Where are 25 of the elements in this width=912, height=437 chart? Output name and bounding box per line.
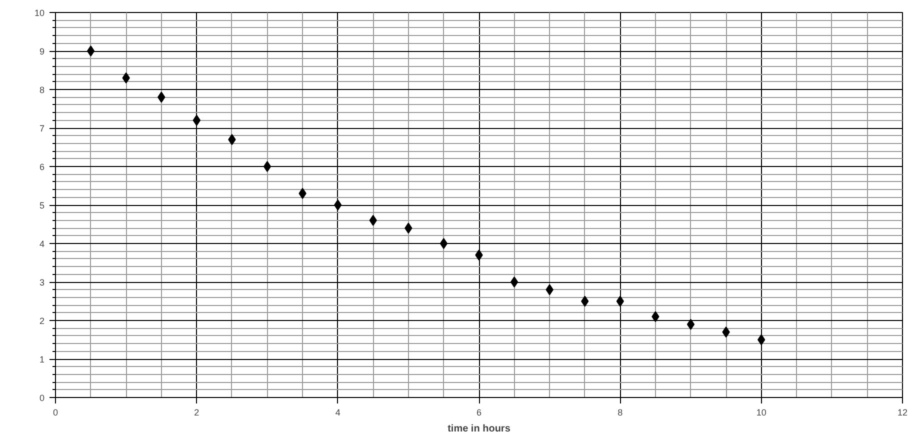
point	[334, 200, 342, 210]
x-tick-label: 10	[756, 408, 766, 418]
point	[510, 276, 518, 288]
x-axis-title: time in hours	[448, 424, 511, 434]
y-tick-label: 1	[39, 354, 45, 364]
x-tick-label: 8	[618, 408, 623, 418]
y-tick-label: 10	[34, 8, 45, 18]
y-tick-label: 2	[39, 316, 45, 326]
y-tick-label: 8	[39, 85, 45, 95]
x-tick-label: 2	[194, 408, 200, 418]
point	[263, 161, 272, 172]
y-tick-label: 9	[39, 46, 45, 56]
y-tick-label: 7	[39, 124, 45, 134]
x-tick-label: 4	[335, 408, 340, 418]
y-tick-label: 4	[39, 239, 45, 249]
y-tick-label: 0	[39, 393, 45, 403]
x-tick-label: 6	[476, 408, 482, 418]
x-tick-label: 0	[52, 408, 58, 418]
point	[686, 318, 695, 330]
x-tick-label: 12	[897, 408, 908, 418]
y-tick-label: 3	[39, 278, 45, 288]
y-tick-label: 5	[39, 200, 45, 210]
y-tick-label: 6	[39, 162, 45, 172]
point	[440, 238, 448, 249]
point	[86, 46, 95, 56]
